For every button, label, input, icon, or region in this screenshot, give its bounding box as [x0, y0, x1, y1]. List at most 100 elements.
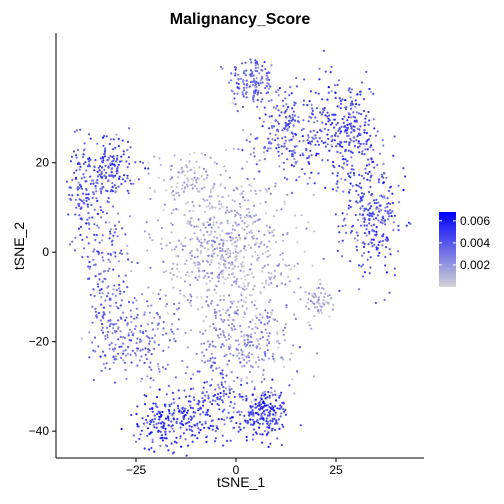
cell-point — [71, 240, 74, 243]
cell-point — [248, 273, 251, 276]
cell-point — [172, 208, 175, 212]
cell-point — [190, 254, 193, 257]
cell-point — [170, 402, 173, 405]
cell-point — [84, 161, 87, 164]
cell-point — [124, 368, 127, 371]
cell-point — [249, 189, 253, 192]
cell-point — [243, 70, 246, 73]
cell-point — [244, 278, 247, 281]
cell-point — [194, 179, 198, 182]
cell-point — [199, 229, 202, 232]
cell-point — [128, 300, 131, 304]
cell-point — [234, 248, 237, 251]
cell-point — [272, 352, 275, 355]
cell-point — [280, 356, 283, 359]
cell-point — [339, 132, 342, 135]
cell-point — [168, 241, 172, 245]
cell-point — [340, 125, 343, 128]
cell-point — [343, 217, 346, 220]
cell-point — [258, 319, 261, 322]
cell-point — [126, 140, 130, 143]
cell-point — [212, 425, 215, 428]
cell-point — [179, 289, 182, 292]
cell-point — [274, 414, 277, 417]
cell-point — [246, 225, 249, 228]
cell-point — [177, 318, 180, 321]
cell-point — [180, 168, 183, 171]
cell-point — [342, 121, 345, 124]
cell-point — [157, 367, 160, 370]
cell-point — [274, 428, 277, 432]
cell-point — [124, 180, 127, 183]
cell-point — [136, 261, 139, 265]
cell-point — [392, 154, 395, 157]
cell-point — [92, 378, 95, 382]
cell-point — [149, 386, 152, 389]
cell-point — [163, 403, 167, 406]
cell-point — [206, 289, 209, 292]
cell-point — [196, 177, 199, 180]
cell-point — [239, 324, 242, 327]
cell-point — [198, 431, 201, 434]
cell-point — [341, 239, 344, 242]
cell-point — [254, 66, 257, 69]
cell-point — [345, 140, 348, 143]
cell-point — [250, 185, 253, 188]
cell-point — [369, 185, 372, 189]
cell-point — [157, 429, 160, 432]
cell-point — [147, 304, 150, 307]
cell-point — [293, 392, 296, 395]
cell-point — [174, 340, 177, 343]
x-tick-label: −25 — [126, 463, 147, 477]
cell-point — [360, 174, 364, 178]
cell-point — [317, 172, 320, 175]
cell-point — [253, 387, 256, 390]
cell-point — [192, 396, 195, 399]
cell-point — [235, 257, 238, 260]
cell-point — [162, 349, 165, 352]
cell-point — [184, 236, 187, 239]
cell-point — [203, 361, 206, 364]
cell-point — [330, 297, 333, 300]
cell-point — [266, 245, 269, 248]
cell-point — [238, 87, 241, 90]
cell-point — [154, 417, 157, 421]
cell-point — [243, 414, 246, 417]
cell-point — [197, 308, 200, 311]
cell-point — [103, 150, 106, 153]
cell-point — [249, 320, 252, 323]
cell-point — [225, 253, 228, 256]
cell-point — [86, 203, 89, 206]
cell-point — [288, 125, 291, 129]
cell-point — [122, 150, 125, 153]
cell-point — [220, 318, 223, 321]
cell-point — [177, 255, 180, 258]
cell-point — [260, 414, 263, 417]
cell-point — [112, 268, 115, 271]
cell-point — [240, 335, 243, 338]
cell-point — [261, 77, 264, 80]
cell-point — [244, 249, 247, 252]
cell-point — [268, 231, 271, 234]
cell-point — [306, 103, 309, 107]
cell-point — [159, 288, 162, 291]
cell-point — [208, 202, 211, 205]
cell-point — [212, 187, 215, 190]
cell-point — [245, 399, 248, 402]
cell-point — [222, 256, 225, 259]
cell-point — [236, 224, 239, 227]
cell-point — [386, 239, 389, 242]
cell-point — [126, 244, 129, 247]
cell-point — [206, 242, 209, 245]
cell-point — [374, 134, 378, 137]
cell-point — [292, 150, 295, 153]
cell-point — [146, 249, 149, 252]
cell-point — [260, 405, 263, 409]
cell-point — [112, 138, 115, 141]
cell-point — [204, 422, 207, 425]
cell-point — [171, 223, 174, 226]
cell-point — [266, 311, 269, 314]
cell-point — [337, 79, 340, 82]
cell-point — [277, 109, 280, 112]
cell-point — [129, 328, 132, 331]
